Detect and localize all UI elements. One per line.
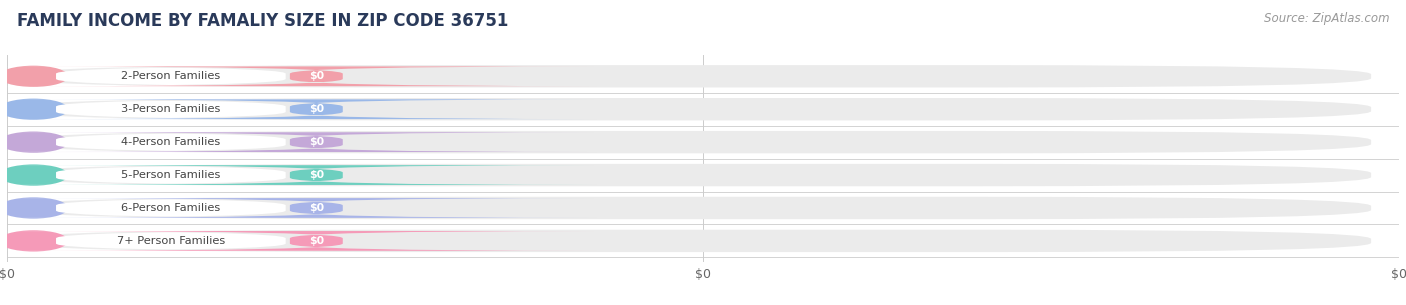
Ellipse shape xyxy=(0,99,69,120)
Ellipse shape xyxy=(0,197,69,219)
Text: $0: $0 xyxy=(309,71,323,81)
Ellipse shape xyxy=(0,230,69,252)
Ellipse shape xyxy=(0,131,69,153)
FancyBboxPatch shape xyxy=(21,230,1371,252)
Text: 2-Person Families: 2-Person Families xyxy=(121,71,221,81)
Text: 6-Person Families: 6-Person Families xyxy=(121,203,221,213)
Text: $0: $0 xyxy=(309,104,323,114)
Text: $0: $0 xyxy=(309,137,323,147)
Text: 5-Person Families: 5-Person Families xyxy=(121,170,221,180)
FancyBboxPatch shape xyxy=(21,131,1371,153)
FancyBboxPatch shape xyxy=(21,164,1371,186)
FancyBboxPatch shape xyxy=(21,197,1371,219)
FancyBboxPatch shape xyxy=(0,165,363,185)
FancyBboxPatch shape xyxy=(37,231,596,251)
FancyBboxPatch shape xyxy=(0,99,363,119)
Text: 4-Person Families: 4-Person Families xyxy=(121,137,221,147)
FancyBboxPatch shape xyxy=(37,66,596,86)
FancyBboxPatch shape xyxy=(37,198,596,218)
Ellipse shape xyxy=(0,164,69,186)
Text: Source: ZipAtlas.com: Source: ZipAtlas.com xyxy=(1264,12,1389,25)
FancyBboxPatch shape xyxy=(37,99,596,119)
Text: $0: $0 xyxy=(309,203,323,213)
FancyBboxPatch shape xyxy=(0,66,363,86)
FancyBboxPatch shape xyxy=(0,132,363,152)
FancyBboxPatch shape xyxy=(37,132,596,152)
Text: FAMILY INCOME BY FAMALIY SIZE IN ZIP CODE 36751: FAMILY INCOME BY FAMALIY SIZE IN ZIP COD… xyxy=(17,12,508,30)
FancyBboxPatch shape xyxy=(21,98,1371,120)
Text: 7+ Person Families: 7+ Person Families xyxy=(117,236,225,246)
FancyBboxPatch shape xyxy=(37,165,596,185)
FancyBboxPatch shape xyxy=(21,65,1371,88)
FancyBboxPatch shape xyxy=(0,198,363,218)
Text: 3-Person Families: 3-Person Families xyxy=(121,104,221,114)
Text: $0: $0 xyxy=(309,170,323,180)
Text: $0: $0 xyxy=(309,236,323,246)
FancyBboxPatch shape xyxy=(0,231,363,251)
Ellipse shape xyxy=(0,66,69,87)
